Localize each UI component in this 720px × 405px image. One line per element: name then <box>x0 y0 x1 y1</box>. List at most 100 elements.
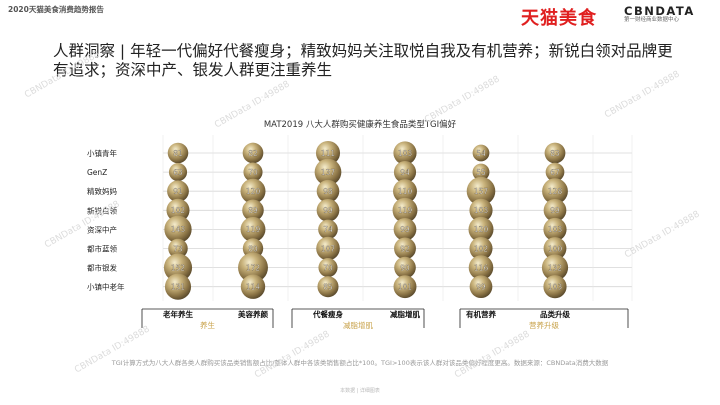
data-label: 99 <box>323 206 333 215</box>
tgi-bubble <box>392 197 418 223</box>
row-label: 小镇中老年 <box>87 282 125 292</box>
footnote: TGI计算方式为八大人群各类人群购买该品类销售额占比/整体人群中各该类销售额占比… <box>111 359 609 367</box>
tgi-bubble <box>541 254 569 281</box>
tgi-bubble <box>469 198 493 222</box>
data-label: 102 <box>474 244 489 253</box>
data-label: 143 <box>171 225 186 234</box>
tgi-bubble <box>316 198 340 222</box>
tgi-bubble <box>466 176 496 206</box>
tgi-bubble <box>243 162 263 182</box>
data-label: 172 <box>246 263 261 272</box>
data-label: 55 <box>476 168 486 177</box>
category-label: 代餐瘦身 <box>312 309 343 319</box>
tgi-bubble <box>469 236 493 261</box>
tgi-bubble <box>468 216 494 242</box>
data-label: 90 <box>400 263 410 272</box>
data-label: 70 <box>248 168 258 177</box>
data-label: 70 <box>323 263 333 272</box>
data-label: 81 <box>173 149 183 158</box>
data-label: 89 <box>248 206 258 215</box>
category-label: 老年养生 <box>162 309 193 319</box>
data-label: 120 <box>246 187 261 196</box>
data-label: 63 <box>173 168 183 177</box>
data-label: 73 <box>173 244 183 253</box>
tgi-bubble <box>318 219 338 240</box>
group-label: 减脂增肌 <box>343 320 373 330</box>
data-label: 94 <box>400 168 410 177</box>
data-label: 103 <box>474 206 489 215</box>
report-title: 2020天猫美食消费趋势报告 <box>8 5 104 14</box>
category-label: 有机营养 <box>466 309 496 319</box>
cbndata-logo-sub: 第一财经商业数据中心 <box>624 17 680 23</box>
tgi-bubble <box>393 275 417 299</box>
data-label: 114 <box>246 283 261 292</box>
tgi-bubble <box>393 141 417 165</box>
tgi-bubble <box>167 180 189 203</box>
tgi-bubble <box>394 256 416 279</box>
tgi-bubble <box>393 179 417 204</box>
data-label: 102 <box>171 206 186 215</box>
data-label: 103 <box>398 149 413 158</box>
headline: 人群洞察 | 年轻一代偏好代餐瘦身；精致妈妈关注取悦自我及有机营养；新锐白领对品… <box>53 42 673 79</box>
data-label: 99 <box>476 283 486 292</box>
data-label: 111 <box>321 149 336 158</box>
chart-title: MAT2019 八大人群购买健康养生食品类型TGI偏好 <box>263 120 457 130</box>
category-label: 减脂增肌 <box>390 309 420 319</box>
tgi-bubble <box>164 273 192 300</box>
tgi-bubble <box>166 198 190 222</box>
tgi-bubble <box>317 276 339 298</box>
tgi-bubble <box>543 237 567 260</box>
row-label: GenZ <box>87 168 107 177</box>
group-label: 养生 <box>200 320 215 330</box>
data-label: 132 <box>548 263 563 272</box>
tgi-bubble <box>316 236 340 261</box>
row-label: 新锐白领 <box>87 205 117 215</box>
data-label: 119 <box>398 206 413 215</box>
tgi-bubble <box>394 237 416 260</box>
row-label: 资深中产 <box>87 224 117 234</box>
category-label: 美容养颜 <box>238 309 268 319</box>
data-label: 120 <box>474 225 489 234</box>
row-label: 都市蓝领 <box>87 244 117 254</box>
tgi-bubble <box>543 217 567 241</box>
tgi-bubble <box>318 258 338 278</box>
data-label: 103 <box>548 225 563 234</box>
tgi-bubble <box>393 161 417 184</box>
data-label: 80 <box>248 244 258 253</box>
data-label: 85 <box>323 283 333 292</box>
tgi-bubble <box>393 218 417 241</box>
data-label: 152 <box>171 263 186 272</box>
data-label: 119 <box>246 225 261 234</box>
tgi-bubble <box>240 216 266 242</box>
data-label: 128 <box>548 187 563 196</box>
data-label: 100 <box>548 244 563 253</box>
tmall-food-logo: 天猫美食 <box>521 8 597 29</box>
tgi-bubble <box>469 275 493 299</box>
data-label: 103 <box>548 283 563 292</box>
data-label: 99 <box>550 206 560 215</box>
page-footer: 本数据 | 详细图表 <box>340 388 380 394</box>
tgi-bubble <box>315 140 341 166</box>
tgi-bubble <box>163 253 193 282</box>
tgi-bubble <box>542 178 568 205</box>
data-label: 82 <box>248 149 258 158</box>
data-label: 110 <box>398 187 413 196</box>
tgi-bubble <box>545 162 565 182</box>
tgi-bubble <box>543 198 567 222</box>
tgi-bubble <box>242 142 264 164</box>
data-label: 74 <box>323 225 333 234</box>
data-label: 99 <box>400 225 410 234</box>
cbndata-logo-name: CBNDATA <box>624 4 695 18</box>
cbndata-logo: CBNDATA 第一财经商业数据中心 <box>624 5 695 24</box>
tgi-bubble <box>543 275 567 299</box>
data-label: 101 <box>398 283 413 292</box>
tgi-bubble <box>168 163 188 182</box>
tgi-bubble <box>168 238 188 259</box>
data-label: 92 <box>400 244 410 253</box>
data-label: 107 <box>321 244 336 253</box>
row-label: 小镇青年 <box>87 148 117 158</box>
data-label: 91 <box>173 187 183 196</box>
data-label: 131 <box>171 283 186 292</box>
tgi-bubble <box>472 144 490 162</box>
